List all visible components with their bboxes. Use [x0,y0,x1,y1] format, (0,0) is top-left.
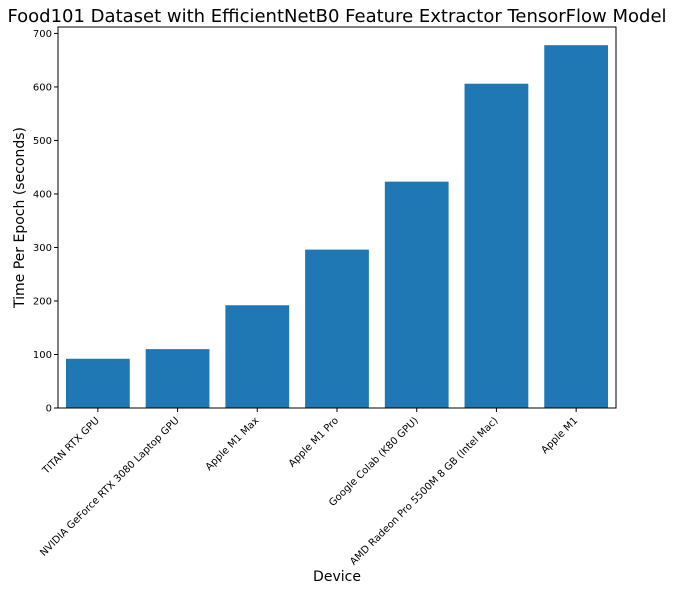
y-tick-label: 400 [33,189,52,200]
plot-frame [57,26,617,409]
x-tick-label: Apple M1 Max [204,415,262,473]
bar [65,358,130,408]
bar [544,45,609,409]
y-tick-label: 700 [33,29,52,40]
x-tick-label: Google Colab (K80 GPU) [327,415,421,509]
x-axis-title: Device [313,569,361,585]
x-tick-label: TITAN RTX GPU [40,415,102,477]
x-tick-label: NVIDIA GeForce RTX 3080 Laptop GPU [38,415,181,558]
x-tick-label: Apple M1 [540,415,581,456]
y-axis: 0 100 200 300 400 500 600 700 [33,29,58,415]
bar [145,349,210,408]
bar [464,83,529,408]
bar [225,305,290,408]
x-tick-label: Apple M1 Pro [287,415,341,469]
y-tick-label: 600 [33,82,52,93]
y-tick-label: 0 [46,404,52,415]
chart-title: Food101 Dataset with EfficientNetB0 Feat… [7,6,666,27]
bar [305,249,369,408]
x-tick-label: AMD Radeon Pro 5500M 8 GB (Intel Mac) [348,415,500,567]
y-tick-label: 200 [33,296,52,307]
y-tick-label: 500 [33,136,52,147]
bar [384,181,449,408]
y-tick-label: 100 [33,350,52,361]
bars-group [65,45,609,409]
y-tick-label: 300 [33,243,52,254]
y-axis-title: Time Per Epoch (seconds) [12,127,28,309]
